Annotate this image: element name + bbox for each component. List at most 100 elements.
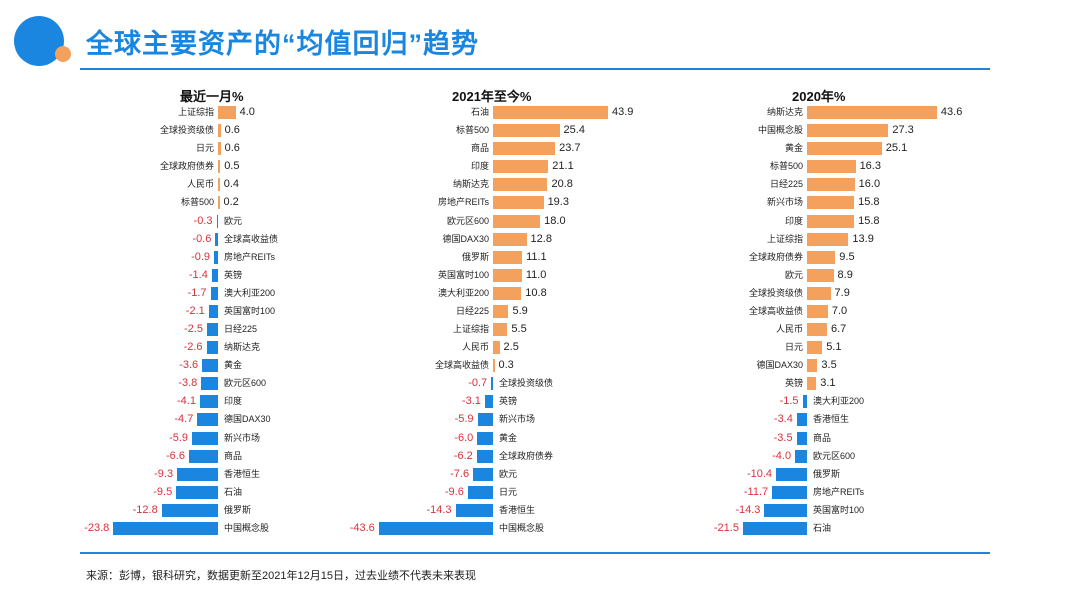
value-label: 18.0 xyxy=(544,214,566,227)
bar xyxy=(742,521,807,535)
chart-title: 最近一月% xyxy=(180,89,244,104)
category-label: 日元 xyxy=(195,143,214,154)
category-label: 黄金 xyxy=(224,360,243,371)
category-label: 标普500 xyxy=(455,125,489,136)
value-label: -9.3 xyxy=(154,467,174,480)
value-label: 27.3 xyxy=(892,124,914,137)
category-label: 德国DAX30 xyxy=(442,233,489,244)
bar xyxy=(218,106,236,119)
bar xyxy=(796,413,807,427)
category-label: 印度 xyxy=(784,215,803,226)
value-label: 10.8 xyxy=(525,286,547,299)
value-label: 5.9 xyxy=(512,304,528,317)
value-label: -1.7 xyxy=(187,286,207,299)
bar xyxy=(484,395,493,409)
bar xyxy=(218,160,221,174)
category-label: 商品 xyxy=(813,432,832,443)
bar xyxy=(796,431,807,445)
footer-divider xyxy=(80,552,990,554)
value-label: -9.5 xyxy=(153,485,173,498)
category-label: 英国富时100 xyxy=(437,269,489,280)
category-label: 印度 xyxy=(470,161,489,172)
bar xyxy=(807,359,818,373)
category-label: 人民币 xyxy=(775,324,803,334)
bar xyxy=(807,178,855,192)
category-label: 中国概念股 xyxy=(757,125,803,136)
value-label: 21.1 xyxy=(552,160,574,173)
value-label: 43.9 xyxy=(612,106,634,118)
bar xyxy=(807,232,849,246)
value-label: -11.7 xyxy=(743,485,769,498)
category-label: 房地产REITs xyxy=(437,197,489,208)
bar xyxy=(218,124,221,138)
category-label: 上证综指 xyxy=(177,107,214,117)
bar xyxy=(455,503,493,517)
category-label: 全球投资级债 xyxy=(159,125,214,136)
value-label: 19.3 xyxy=(547,196,569,209)
category-label: 欧元区600 xyxy=(446,215,489,226)
bar xyxy=(493,214,541,228)
bar xyxy=(493,106,609,119)
category-label: 中国概念股 xyxy=(499,522,545,533)
category-label: 全球高收益债 xyxy=(224,233,279,244)
bar xyxy=(795,449,807,463)
bar xyxy=(176,485,218,499)
value-label: 11.1 xyxy=(526,250,547,263)
value-label: 11.0 xyxy=(525,268,547,281)
value-label: -3.8 xyxy=(178,377,198,390)
value-label: 16.0 xyxy=(858,178,881,191)
value-label: 8.9 xyxy=(837,268,853,281)
bar xyxy=(807,286,831,300)
category-label: 房地产REITs xyxy=(224,251,276,262)
category-label: 印度 xyxy=(224,396,243,407)
value-label: -23.8 xyxy=(84,521,110,534)
bar xyxy=(493,359,495,373)
bar xyxy=(477,413,493,427)
category-label: 欧元 xyxy=(224,215,243,226)
category-label: 英镑 xyxy=(784,378,803,389)
value-label: -43.6 xyxy=(349,521,375,534)
category-label: 全球政府债券 xyxy=(499,450,554,461)
value-label: -2.5 xyxy=(184,323,203,335)
bar xyxy=(201,377,218,391)
bar xyxy=(214,250,218,264)
category-label: 日经225 xyxy=(455,305,489,316)
category-label: 俄罗斯 xyxy=(461,251,489,262)
value-label: -0.6 xyxy=(192,232,212,245)
value-label: -2.1 xyxy=(185,304,205,317)
value-label: -6.0 xyxy=(454,431,474,444)
category-label: 欧元 xyxy=(499,468,518,479)
chart-ytd-2021: 2021年至今% 石油 43.9 标普500 25.4 商品 23.7 印度 21.1 纳斯达克 2… xyxy=(350,80,700,550)
bar xyxy=(218,196,220,210)
category-label: 房地产REITs xyxy=(813,486,865,497)
bar xyxy=(493,250,523,264)
category-label: 石油 xyxy=(224,486,243,497)
bar xyxy=(807,323,827,336)
value-label: 23.7 xyxy=(559,142,581,155)
bar xyxy=(802,395,807,409)
value-label: -9.6 xyxy=(444,485,464,498)
bar xyxy=(493,142,556,156)
bar xyxy=(493,124,560,138)
value-label: 15.8 xyxy=(858,196,880,209)
bar xyxy=(807,124,889,138)
category-label: 日元 xyxy=(499,486,518,497)
category-label: 欧元区600 xyxy=(813,450,856,461)
bar xyxy=(772,485,807,499)
category-label: 全球政府债券 xyxy=(159,161,214,172)
value-label: -4.1 xyxy=(177,395,196,408)
category-label: 新兴市场 xyxy=(766,197,803,208)
value-label: -1.5 xyxy=(779,395,799,408)
category-label: 黄金 xyxy=(499,432,518,443)
value-label: -5.9 xyxy=(454,413,474,426)
value-label: 0.3 xyxy=(498,359,514,372)
bar xyxy=(208,304,218,318)
bar xyxy=(807,304,828,318)
header-divider xyxy=(80,68,990,70)
category-label: 俄罗斯 xyxy=(813,468,841,479)
value-label: 16.3 xyxy=(859,160,881,173)
bar xyxy=(493,178,548,192)
category-label: 德国DAX30 xyxy=(224,414,271,425)
category-label: 纳斯达克 xyxy=(452,179,489,190)
value-label: 9.5 xyxy=(839,250,855,263)
